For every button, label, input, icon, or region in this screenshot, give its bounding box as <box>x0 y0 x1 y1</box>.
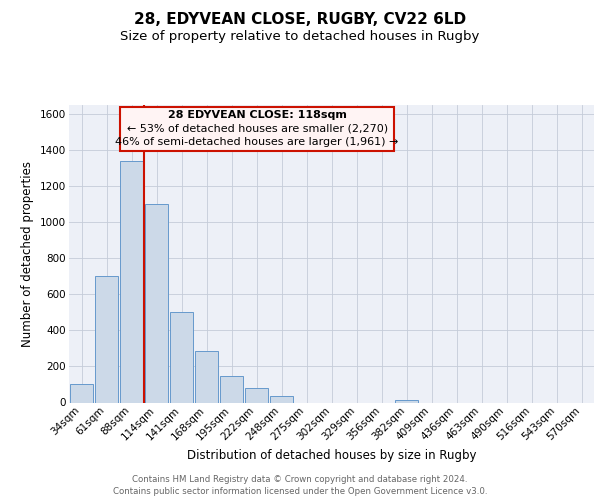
Text: 28, EDYVEAN CLOSE, RUGBY, CV22 6LD: 28, EDYVEAN CLOSE, RUGBY, CV22 6LD <box>134 12 466 28</box>
Text: Size of property relative to detached houses in Rugby: Size of property relative to detached ho… <box>121 30 479 43</box>
FancyBboxPatch shape <box>120 107 394 151</box>
Y-axis label: Number of detached properties: Number of detached properties <box>22 161 34 347</box>
Bar <box>220 376 243 402</box>
Text: 46% of semi-detached houses are larger (1,961) →: 46% of semi-detached houses are larger (… <box>115 137 399 147</box>
Bar <box>120 161 143 402</box>
X-axis label: Distribution of detached houses by size in Rugby: Distribution of detached houses by size … <box>187 449 476 462</box>
Bar <box>95 276 118 402</box>
Text: 28 EDYVEAN CLOSE: 118sqm: 28 EDYVEAN CLOSE: 118sqm <box>167 110 347 120</box>
Bar <box>395 400 418 402</box>
Bar <box>270 396 293 402</box>
Bar <box>245 388 268 402</box>
Bar <box>70 384 93 402</box>
Bar <box>170 312 193 402</box>
Text: Contains HM Land Registry data © Crown copyright and database right 2024.
Contai: Contains HM Land Registry data © Crown c… <box>113 475 487 496</box>
Text: ← 53% of detached houses are smaller (2,270): ← 53% of detached houses are smaller (2,… <box>127 124 388 134</box>
Bar <box>195 351 218 403</box>
Bar <box>145 204 168 402</box>
